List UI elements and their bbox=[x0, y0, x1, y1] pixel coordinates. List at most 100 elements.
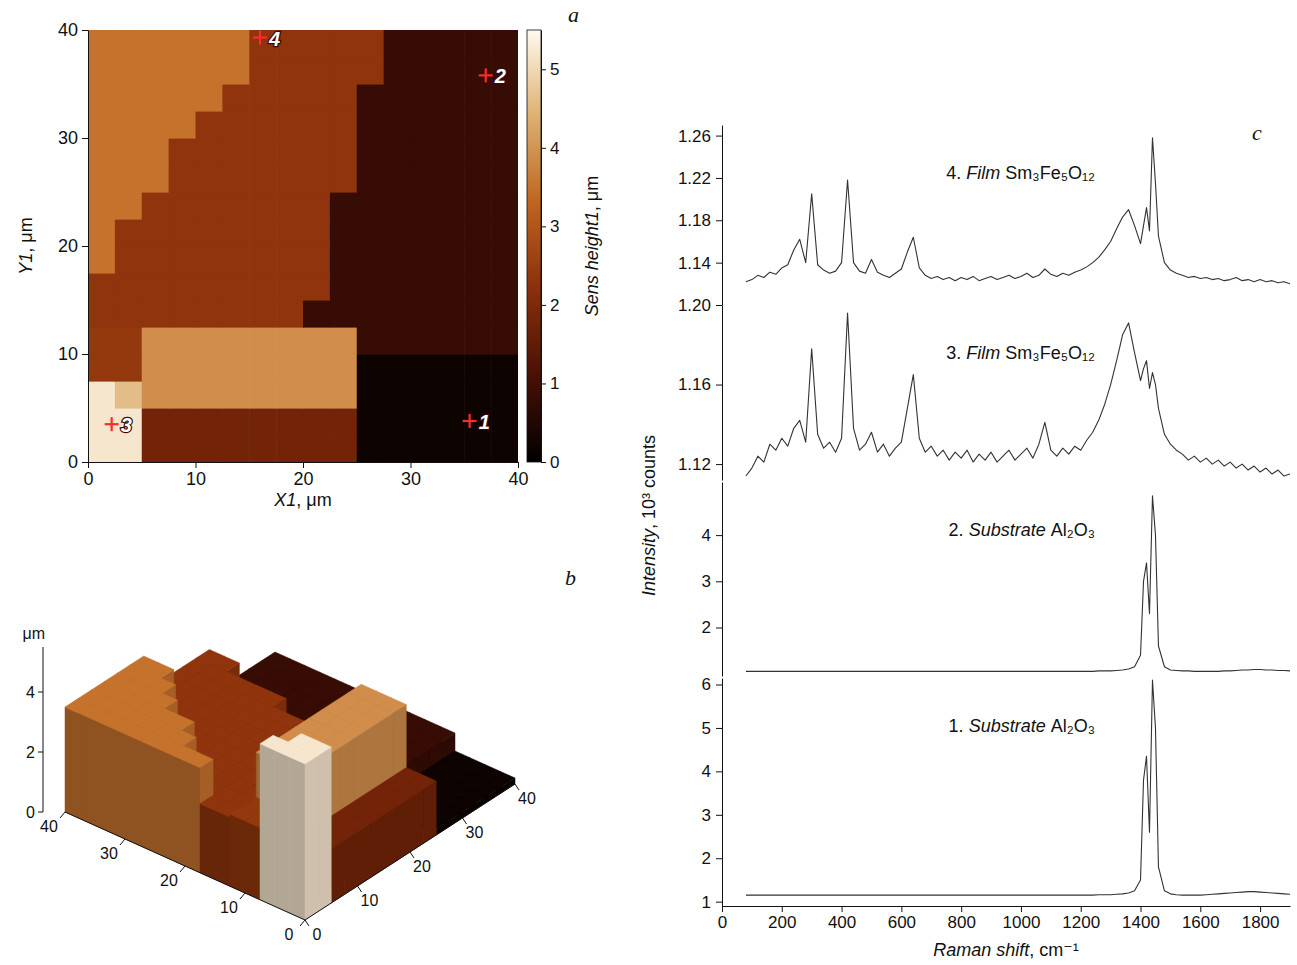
cell bbox=[384, 219, 411, 247]
tick-mark bbox=[82, 138, 88, 139]
cell bbox=[384, 435, 411, 462]
cell bbox=[115, 327, 142, 355]
title-part: , cm⁻¹ bbox=[1029, 940, 1079, 960]
tick-label: 40 bbox=[508, 469, 528, 489]
cell bbox=[276, 57, 303, 85]
cell bbox=[330, 84, 357, 112]
tick-mark bbox=[541, 69, 546, 70]
cell bbox=[169, 381, 196, 409]
tick-mark bbox=[38, 692, 43, 693]
tick: 0 bbox=[68, 452, 88, 472]
point-label: 2 bbox=[494, 65, 506, 87]
point-label: 4 bbox=[268, 28, 280, 50]
cell bbox=[276, 273, 303, 301]
surface-face bbox=[318, 747, 331, 912]
tick-label: 600 bbox=[888, 913, 916, 932]
cell bbox=[115, 84, 142, 112]
tick: 1.14 bbox=[678, 254, 722, 273]
cell bbox=[411, 165, 438, 193]
tick-mark bbox=[716, 178, 722, 179]
cell bbox=[437, 138, 464, 166]
surface-face bbox=[331, 841, 344, 904]
surface-face bbox=[290, 749, 318, 764]
cell bbox=[142, 57, 169, 85]
surface-face bbox=[200, 804, 215, 880]
cell bbox=[196, 57, 223, 85]
tick-label: 1.16 bbox=[678, 375, 711, 394]
tick-label: 1 bbox=[702, 893, 711, 912]
tick: 30 bbox=[401, 462, 421, 489]
cell bbox=[437, 165, 464, 193]
cell bbox=[222, 381, 249, 409]
cell bbox=[88, 219, 115, 247]
cell bbox=[88, 300, 115, 328]
cell bbox=[303, 165, 330, 193]
y-axis: 234 bbox=[702, 483, 723, 677]
tick: 0 bbox=[718, 906, 727, 932]
cell bbox=[384, 327, 411, 355]
tick-label: 0 bbox=[68, 452, 78, 472]
cell bbox=[330, 219, 357, 247]
tick-label: 10 bbox=[58, 344, 78, 364]
tick-mark bbox=[541, 148, 546, 149]
point-label: 1 bbox=[479, 411, 490, 433]
cell bbox=[437, 84, 464, 112]
tick-label: 3 bbox=[550, 217, 559, 236]
tick-mark bbox=[180, 866, 185, 872]
tick: 40 bbox=[58, 20, 88, 40]
surface-face bbox=[397, 798, 410, 861]
tick-label: 1400 bbox=[1122, 913, 1160, 932]
tick-mark bbox=[716, 263, 722, 264]
cell bbox=[491, 30, 518, 58]
cell bbox=[330, 138, 357, 166]
cell bbox=[249, 408, 276, 436]
cell bbox=[222, 246, 249, 274]
cell bbox=[384, 354, 411, 382]
cell bbox=[303, 57, 330, 85]
tick: 1 bbox=[702, 893, 722, 912]
tick: 6 bbox=[702, 675, 722, 694]
tick-label: 20 bbox=[413, 858, 431, 875]
surface-face bbox=[344, 832, 357, 895]
cell bbox=[249, 138, 276, 166]
tick-label: 2 bbox=[702, 849, 711, 868]
tick-mark bbox=[842, 906, 843, 912]
cell bbox=[384, 192, 411, 220]
tick-mark bbox=[1141, 906, 1142, 912]
axis-title: X1, μm bbox=[273, 490, 331, 510]
tick-mark bbox=[1260, 906, 1261, 912]
cell bbox=[491, 354, 518, 382]
cell bbox=[464, 192, 491, 220]
title-part: Sm₃Fe₅O₁₂ bbox=[1005, 163, 1095, 183]
cell bbox=[222, 111, 249, 139]
tick-label: 1.18 bbox=[678, 211, 711, 230]
cell bbox=[142, 435, 169, 462]
cell bbox=[88, 192, 115, 220]
cell bbox=[303, 327, 330, 355]
panel-label: b bbox=[565, 565, 576, 590]
cell bbox=[196, 246, 223, 274]
cell bbox=[411, 327, 438, 355]
cell bbox=[196, 300, 223, 328]
cell bbox=[491, 111, 518, 139]
surface-face bbox=[95, 721, 110, 833]
surface-face bbox=[125, 734, 140, 846]
cell bbox=[88, 435, 115, 462]
tick-mark bbox=[120, 839, 125, 845]
cell bbox=[142, 327, 169, 355]
cell bbox=[115, 57, 142, 85]
cell bbox=[330, 246, 357, 274]
tick: 4 bbox=[702, 762, 722, 781]
tick: 800 bbox=[947, 906, 975, 932]
cell bbox=[88, 138, 115, 166]
cell bbox=[330, 300, 357, 328]
cell bbox=[357, 435, 384, 462]
y-axis: 010203040 bbox=[40, 812, 305, 943]
cell bbox=[357, 138, 384, 166]
cell bbox=[464, 57, 491, 85]
cell bbox=[249, 327, 276, 355]
cell bbox=[464, 435, 491, 462]
surface-face bbox=[110, 727, 125, 839]
tick-label: 0 bbox=[550, 453, 559, 472]
cell bbox=[357, 57, 384, 85]
